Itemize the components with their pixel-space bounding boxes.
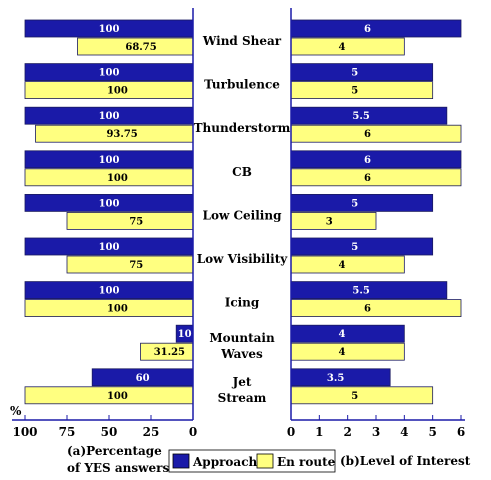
left-label-approach-wind-shear: 100 [99,24,120,35]
left-tick-label-25: 25 [143,425,160,439]
right-label-approach-cb: 6 [364,155,371,166]
right-tick-label-0: 0 [287,425,295,439]
left-label-enroute-jet-stream: 100 [107,391,128,402]
right-bar-enroute-low-visibility [290,255,405,274]
category-label-icing: Icing [225,296,260,310]
legend: Approach En route [168,449,336,473]
right-bar-enroute-icing [290,299,462,318]
left-label-approach-low-ceiling: 100 [99,198,120,209]
left-label-approach-jet-stream: 60 [136,373,150,384]
category-label-cb: CB [232,165,252,179]
right-bar-enroute-mountain-waves [290,342,405,361]
left-label-approach-thunderstorm: 100 [99,111,120,122]
left-label-enroute-wind-shear: 68.75 [125,42,156,53]
left-panel-title-line-2: of YES answers [67,461,169,475]
left-tick-label-50: 50 [101,425,118,439]
right-tick-label-6: 6 [457,425,465,439]
left-label-approach-turbulence: 100 [99,68,120,79]
left-label-approach-icing: 100 [99,286,120,297]
category-label-mountain-waves-line-2: Waves [220,347,263,361]
legend-swatch-en-route [256,453,274,469]
left-tick-label-0: 0 [189,425,197,439]
legend-box [168,449,336,473]
right-bar-enroute-thunderstorm [290,124,462,143]
category-label-low-ceiling: Low Ceiling [203,208,283,222]
right-bar-approach-turbulence [290,63,434,81]
left-axis-unit-label: % [10,404,22,418]
right-tick-label-4: 4 [400,425,408,439]
right-bar-enroute-low-ceiling [290,211,377,230]
left-label-enroute-turbulence: 100 [107,86,128,97]
left-label-enroute-cb: 100 [107,173,128,184]
right-label-enroute-turbulence: 5 [351,86,358,97]
right-panel-title: (b)Level of Interest [340,454,471,468]
right-tick-label-2: 2 [343,425,351,439]
left-label-enroute-thunderstorm: 93.75 [106,129,137,140]
category-label-jet-stream-line-2: Stream [218,391,267,405]
right-label-enroute-wind-shear: 4 [339,42,346,53]
legend-label-approach: Approach [192,455,258,469]
right-bar-enroute-turbulence [290,81,434,99]
right-label-approach-low-visibility: 5 [351,242,358,253]
legend-swatch-approach [172,453,190,469]
right-label-enroute-icing: 6 [364,304,371,315]
category-label-thunderstorm: Thunderstorm [194,121,291,135]
right-bar-approach-wind-shear [290,19,462,38]
right-tick-label-1: 1 [315,425,323,439]
left-panel: 100 68.75 100 100 100 93.75 100 100 100 75 100 75 10… [24,19,194,405]
right-label-approach-low-ceiling: 5 [351,198,358,209]
left-panel-title-line-1: (a)Percentage [67,444,162,458]
right-bar-enroute-cb [290,168,462,187]
right-label-enroute-jet-stream: 5 [351,391,358,402]
axes: 100 75 50 25 0 0 1 2 3 4 5 6 [12,8,465,439]
category-label-mountain-waves-line-1: Mountain [209,331,275,345]
right-tick-label-3: 3 [372,425,380,439]
category-label-wind-shear: Wind Shear [202,34,282,48]
category-label-low-visibility: Low Visibility [197,252,289,266]
legend-label-en-route: En route [277,455,336,469]
left-label-approach-cb: 100 [99,155,120,166]
left-tick-label-75: 75 [59,425,76,439]
right-bar-approach-low-ceiling [290,193,434,212]
right-label-approach-mountain-waves: 4 [339,329,346,340]
right-label-enroute-mountain-waves: 4 [339,347,346,358]
right-bar-approach-mountain-waves [290,324,405,343]
right-label-approach-thunderstorm: 5.5 [352,111,369,122]
left-label-enroute-mountain-waves: 31.25 [154,347,185,358]
left-label-enroute-low-visibility: 75 [129,260,143,271]
right-label-approach-turbulence: 5 [351,68,358,79]
right-bar-approach-cb [290,150,462,169]
right-tick-label-5: 5 [428,425,436,439]
right-label-approach-jet-stream: 3.5 [327,373,344,384]
right-bar-approach-low-visibility [290,237,434,256]
right-label-enroute-cb: 6 [364,173,371,184]
left-label-approach-mountain-waves: 10 [178,329,192,340]
left-label-enroute-icing: 100 [107,304,128,315]
left-label-approach-low-visibility: 100 [99,242,120,253]
right-label-enroute-low-ceiling: 3 [326,216,333,227]
right-bar-enroute-wind-shear [290,37,405,56]
category-label-turbulence: Turbulence [204,78,280,92]
category-labels: Wind Shear Turbulence Thunderstorm CB Low Ce… [194,34,291,405]
right-bar-enroute-jet-stream [290,386,434,405]
right-label-enroute-low-visibility: 4 [339,260,346,271]
right-label-approach-icing: 5.5 [352,286,369,297]
category-label-jet-stream-line-1: Jet [232,375,252,389]
left-tick-label-100: 100 [12,425,37,439]
left-label-enroute-low-ceiling: 75 [129,216,143,227]
right-label-enroute-thunderstorm: 6 [364,129,371,140]
right-label-approach-wind-shear: 6 [364,24,371,35]
